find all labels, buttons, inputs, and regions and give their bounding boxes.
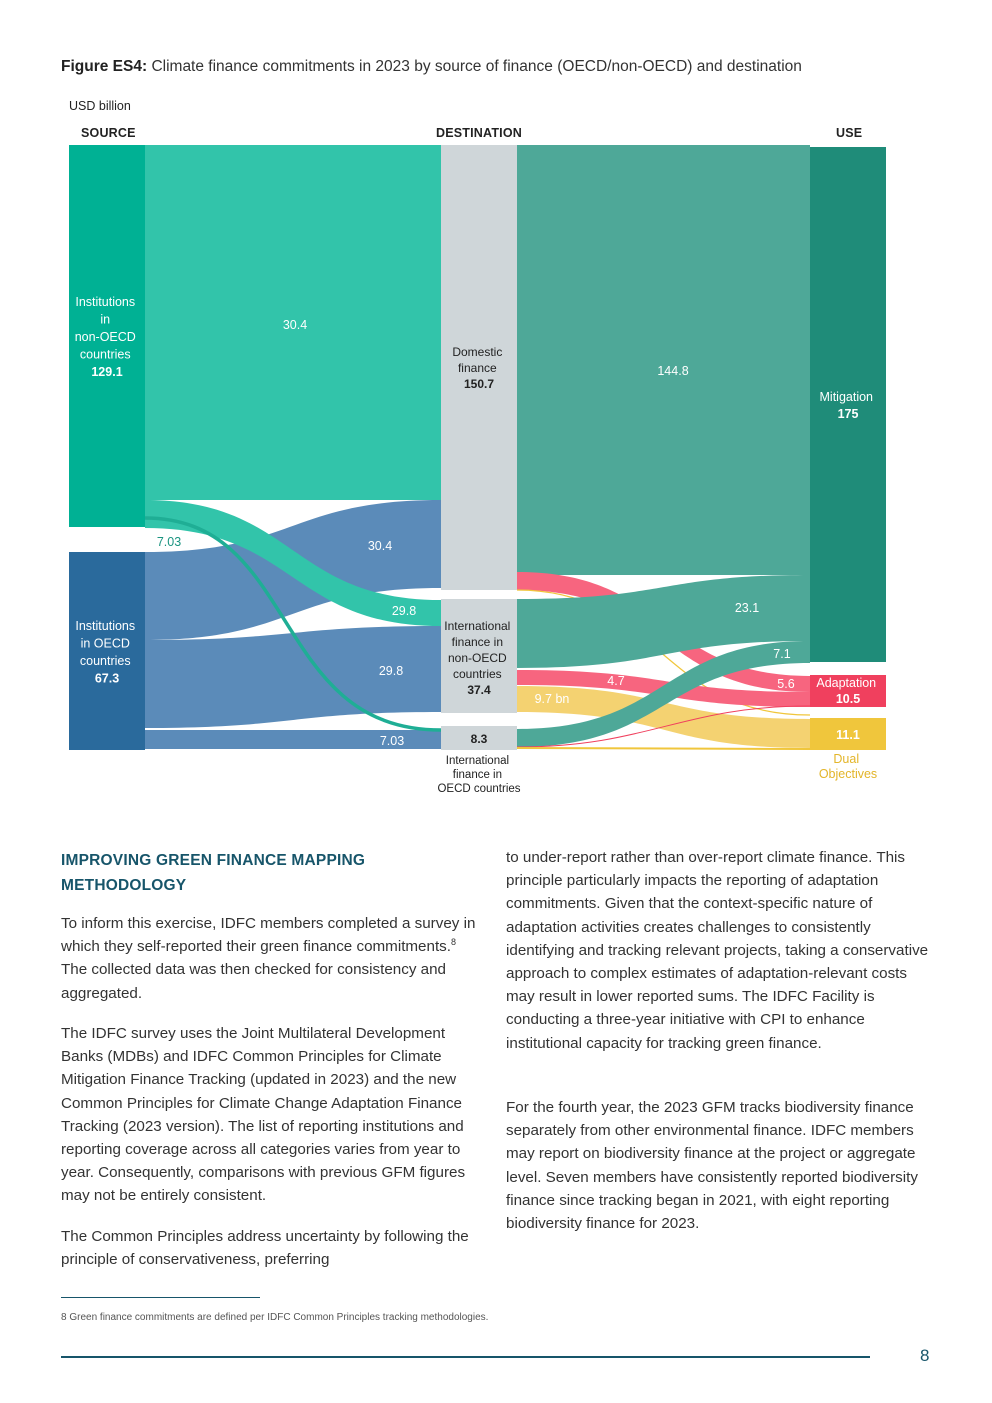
label-source-nonoecd: Institutions in non-OECD countries 129.1 xyxy=(75,295,140,379)
footnote: 8 Green finance commitments are defined … xyxy=(61,1312,489,1323)
flow-label-oecd-intl-oecd: 7.03 xyxy=(380,734,404,748)
flow-label-oecd-intl: 29.8 xyxy=(379,664,403,678)
unit-label: USD billion xyxy=(69,99,131,113)
sankey-chart: Institutions in non-OECD countries 129.1… xyxy=(69,145,886,795)
paragraph-1: To inform this exercise, IDFC members co… xyxy=(61,912,476,1005)
figure-caption-text: Climate finance commitments in 2023 by s… xyxy=(147,58,802,75)
header-destination: DESTINATION xyxy=(436,126,522,140)
flow-label-domestic-mitigation: 144.8 xyxy=(657,364,688,378)
flow-label-nonoecd-to-oecd: 7.03 xyxy=(157,535,181,549)
flow-label-nonoecd-domestic: 30.4 xyxy=(283,318,307,332)
flow-intl-mitigation xyxy=(517,575,810,668)
paragraph-3: The Common Principles address uncertaint… xyxy=(61,1228,469,1269)
flow-nonoecd-intl-nonoecd xyxy=(145,500,441,626)
footer-divider xyxy=(61,1356,870,1358)
flow-nonoecd-intl-oecd-line xyxy=(144,516,442,732)
page-number: 8 xyxy=(920,1346,930,1365)
node-use-mitigation xyxy=(810,147,886,662)
node-destination-intl-nonoecd xyxy=(441,599,517,713)
label-destination-intl-nonoecd: International finance in non-OECD countr… xyxy=(444,619,513,697)
label-source-oecd: Institutions in OECD countries 67.3 xyxy=(75,619,138,686)
header-source: SOURCE xyxy=(81,126,136,140)
flow-oecd-intl-nonoecd xyxy=(145,626,441,728)
paragraph-1-part-b: The collected data was then checked for … xyxy=(61,961,446,1002)
flow-label-oecd-domestic: 30.4 xyxy=(368,539,392,553)
flow-intl-oecd-mitigation xyxy=(517,641,810,747)
label-use-adaptation: Adaptation 10.5 xyxy=(816,676,879,706)
flow-label-dual-in: 9.7 bn xyxy=(535,692,570,706)
flow-label-intl-mitigation: 23.1 xyxy=(735,601,759,615)
flow-nonoecd-domestic xyxy=(145,145,441,500)
label-use-dual: Dual Objectives xyxy=(819,752,877,781)
header-use: USE xyxy=(836,126,863,140)
label-destination-domestic: Domestic finance 150.7 xyxy=(452,345,505,391)
flow-intl-dual xyxy=(517,686,810,748)
figure-caption-label: Figure ES4: xyxy=(61,58,148,75)
node-destination-intl-oecd xyxy=(441,726,517,750)
paragraph-5: For the fourth year, the 2023 GFM tracks… xyxy=(506,1099,918,1233)
flow-intl-oecd-adaptation-thin xyxy=(516,705,811,748)
node-use-adaptation xyxy=(810,675,886,707)
flow-oecd-intl-oecd xyxy=(145,730,441,749)
flow-domestic-mitigation xyxy=(517,145,810,575)
flow-label-adaptation-in2: 5.6 xyxy=(777,677,794,691)
label-destination-intl-oecd: International finance in OECD countries xyxy=(437,755,520,795)
flow-intl-oecd-dual-thin xyxy=(516,747,811,750)
value-use-dual: 11.1 xyxy=(836,728,860,742)
flow-label-nonoecd-intl: 29.8 xyxy=(392,604,416,618)
paragraph-1-part-a: To inform this exercise, IDFC members co… xyxy=(61,915,476,956)
flow-label-adaptation-in: 4.7 xyxy=(607,674,624,688)
node-source-oecd xyxy=(69,552,145,750)
node-destination-domestic xyxy=(441,145,517,590)
node-use-dual xyxy=(810,718,886,750)
section-heading: IMPROVING GREEN FINANCE MAPPING METHODOL… xyxy=(61,852,366,894)
footnote-ref[interactable]: 8 xyxy=(451,937,457,948)
node-source-nonoecd xyxy=(69,145,145,527)
flow-label-intl-oecd-mitigation: 7.1 xyxy=(773,647,790,661)
value-destination-intl-oecd: 8.3 xyxy=(471,732,488,746)
label-use-mitigation: Mitigation 175 xyxy=(820,390,877,421)
paragraph-2: The IDFC survey uses the Joint Multilate… xyxy=(61,1025,466,1205)
footnote-divider xyxy=(61,1297,260,1298)
figure-caption: Figure ES4: Climate finance commitments … xyxy=(61,58,802,76)
paragraph-4: to under-report rather than over-report … xyxy=(506,849,929,1052)
